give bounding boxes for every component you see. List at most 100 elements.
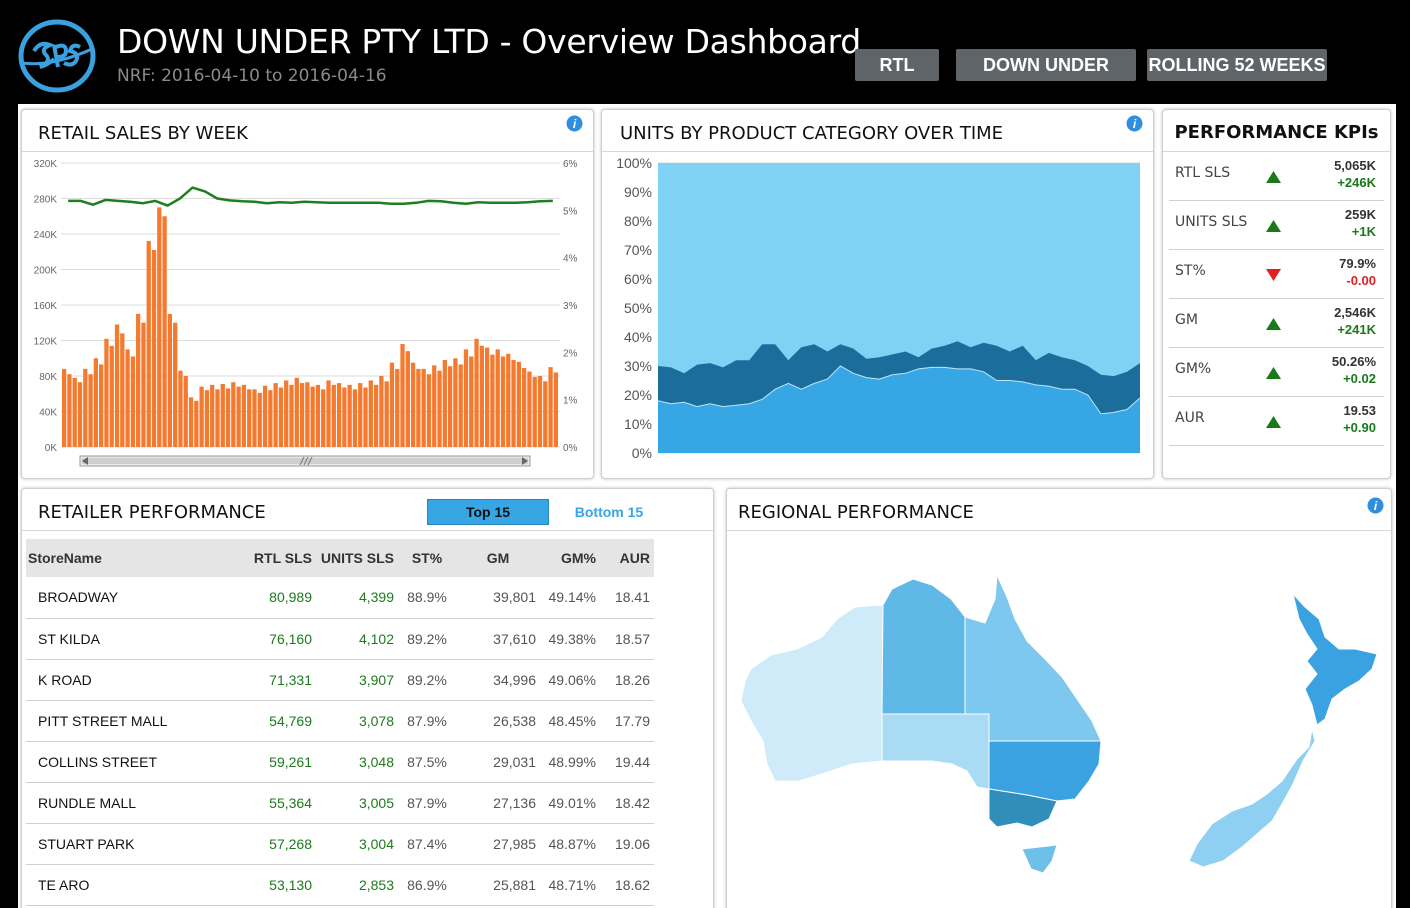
sales-bar[interactable] bbox=[173, 322, 178, 447]
map-region-sa[interactable] bbox=[881, 713, 990, 790]
sales-bar[interactable] bbox=[405, 351, 410, 447]
sales-bar[interactable] bbox=[167, 313, 173, 447]
sales-bar[interactable] bbox=[204, 390, 210, 447]
sales-bar[interactable] bbox=[410, 362, 416, 447]
table-row[interactable]: BROADWAY 80,989 4,399 88.9% 39,801 49.14% 18.4… bbox=[26, 577, 654, 619]
sales-bar[interactable] bbox=[395, 368, 400, 447]
sales-bar[interactable] bbox=[384, 381, 389, 447]
sales-bar[interactable] bbox=[506, 353, 511, 447]
sales-bar[interactable] bbox=[125, 349, 130, 447]
sales-bar[interactable] bbox=[469, 356, 474, 447]
sales-bar[interactable] bbox=[178, 370, 183, 447]
tab-bottom-15[interactable]: Bottom 15 bbox=[574, 504, 644, 520]
sales-bar[interactable] bbox=[537, 376, 543, 447]
sales-bar[interactable] bbox=[109, 345, 114, 447]
table-row[interactable]: STUART PARK 57,268 3,004 87.4% 27,985 48.87% 1… bbox=[26, 823, 654, 865]
scrollbar-thumb[interactable] bbox=[82, 458, 528, 464]
sales-bar[interactable] bbox=[543, 381, 548, 447]
column-header-gm[interactable]: GM bbox=[456, 539, 540, 577]
sales-bar[interactable] bbox=[236, 386, 241, 447]
sales-bar[interactable] bbox=[62, 368, 67, 447]
sales-bar[interactable] bbox=[315, 384, 321, 447]
sales-bar[interactable] bbox=[474, 338, 479, 447]
map-region-nz-north[interactable] bbox=[1292, 592, 1378, 726]
sales-bar[interactable] bbox=[447, 366, 453, 447]
sales-bar[interactable] bbox=[336, 383, 342, 447]
map-region-vic[interactable] bbox=[988, 788, 1058, 828]
sales-bar[interactable] bbox=[104, 338, 109, 447]
map-region-nz-south[interactable] bbox=[1188, 728, 1316, 868]
filter-metric-button[interactable]: RTL bbox=[855, 49, 939, 81]
sales-bar[interactable] bbox=[310, 386, 315, 447]
table-row[interactable]: K ROAD 71,331 3,907 89.2% 34,996 49.06% 18.26 bbox=[26, 659, 654, 701]
sales-bar[interactable] bbox=[416, 368, 421, 447]
sales-bar[interactable] bbox=[231, 382, 236, 447]
sales-bar[interactable] bbox=[421, 368, 426, 447]
sales-bar[interactable] bbox=[225, 388, 231, 447]
sales-bar[interactable] bbox=[347, 384, 352, 447]
sales-bar[interactable] bbox=[458, 364, 463, 447]
sales-bar[interactable] bbox=[268, 390, 273, 447]
sales-bar[interactable] bbox=[278, 387, 284, 447]
sales-bar[interactable] bbox=[241, 384, 247, 447]
percent-line[interactable] bbox=[68, 186, 553, 207]
sales-bar[interactable] bbox=[490, 354, 495, 447]
sales-bar[interactable] bbox=[247, 389, 252, 447]
sales-bar[interactable] bbox=[130, 356, 136, 447]
sales-bar[interactable] bbox=[299, 383, 305, 447]
sales-bar[interactable] bbox=[93, 358, 99, 447]
scroll-left-icon[interactable] bbox=[82, 457, 88, 465]
sales-bar[interactable] bbox=[553, 372, 558, 447]
sales-bar[interactable] bbox=[532, 376, 537, 447]
sales-bar[interactable] bbox=[284, 380, 289, 447]
scroll-right-icon[interactable] bbox=[522, 457, 528, 465]
sales-bar[interactable] bbox=[83, 368, 88, 447]
sales-bar[interactable] bbox=[437, 370, 442, 447]
sales-bar[interactable] bbox=[389, 362, 395, 447]
sales-bar[interactable] bbox=[321, 389, 326, 447]
sales-bar[interactable] bbox=[120, 333, 125, 447]
grip-icon[interactable] bbox=[299, 456, 313, 466]
sales-bar[interactable] bbox=[453, 358, 458, 447]
sales-bar[interactable] bbox=[146, 241, 151, 447]
sales-bar[interactable] bbox=[331, 384, 336, 447]
sales-bar[interactable] bbox=[88, 374, 93, 447]
sales-bar[interactable] bbox=[373, 384, 379, 447]
sales-bar[interactable] bbox=[77, 382, 83, 447]
sales-bar[interactable] bbox=[136, 313, 141, 447]
sales-bar[interactable] bbox=[527, 371, 532, 447]
sales-bar[interactable] bbox=[305, 382, 310, 447]
sales-bar[interactable] bbox=[141, 322, 146, 447]
sales-bar[interactable] bbox=[358, 383, 363, 447]
sales-bar[interactable] bbox=[210, 384, 215, 447]
sales-bar[interactable] bbox=[262, 385, 268, 447]
sales-bar[interactable] bbox=[495, 349, 500, 447]
sales-bar[interactable] bbox=[257, 392, 262, 447]
sales-bar[interactable] bbox=[151, 249, 157, 447]
sales-bar[interactable] bbox=[379, 376, 384, 447]
sales-bar[interactable] bbox=[220, 383, 225, 447]
sales-bar[interactable] bbox=[326, 380, 331, 447]
sales-bar[interactable] bbox=[294, 377, 299, 447]
column-header-aur[interactable]: AUR bbox=[600, 539, 654, 577]
sales-bar[interactable] bbox=[432, 365, 437, 447]
sales-bar[interactable] bbox=[194, 400, 199, 447]
sales-bar[interactable] bbox=[368, 380, 373, 447]
sales-bar[interactable] bbox=[252, 389, 257, 447]
sales-bar[interactable] bbox=[289, 384, 294, 447]
sales-bar[interactable] bbox=[363, 387, 368, 447]
sales-bar[interactable] bbox=[548, 367, 553, 447]
sales-bar[interactable] bbox=[188, 397, 194, 447]
sales-bar[interactable] bbox=[511, 360, 516, 447]
sales-bar[interactable] bbox=[157, 207, 162, 447]
column-header-storename[interactable]: StoreName bbox=[26, 539, 194, 577]
sales-bar[interactable] bbox=[183, 376, 188, 447]
sales-bar[interactable] bbox=[400, 344, 405, 447]
sales-bar[interactable] bbox=[463, 349, 469, 447]
info-icon[interactable]: i bbox=[1126, 115, 1143, 132]
filter-period-button[interactable]: ROLLING 52 WEEKS bbox=[1147, 49, 1327, 81]
table-row[interactable]: ST KILDA 76,160 4,102 89.2% 37,610 49.38% 18.5… bbox=[26, 618, 654, 660]
table-row[interactable]: RUNDLE MALL 55,364 3,005 87.9% 27,136 49.01% 1… bbox=[26, 782, 654, 824]
tab-top-15[interactable]: Top 15 bbox=[427, 499, 549, 525]
map-region-nt[interactable] bbox=[881, 578, 966, 715]
